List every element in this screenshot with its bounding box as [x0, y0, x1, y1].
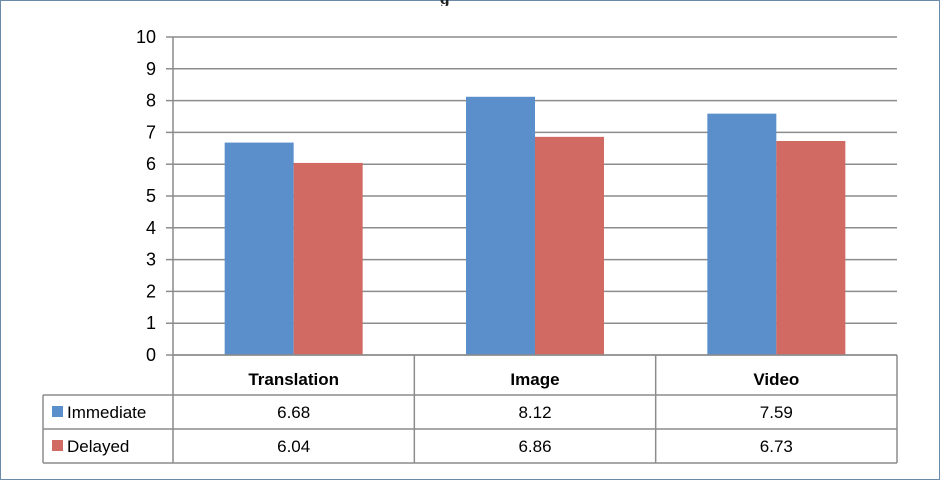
y-tick-label-6: 6 — [146, 154, 156, 174]
category-label-image: Image — [510, 370, 559, 389]
data-label-delayed-image: 6.86 — [518, 437, 551, 456]
data-label-delayed-translation: 6.04 — [277, 437, 310, 456]
bar-delayed-video — [776, 140, 846, 355]
data-label-delayed-video: 6.73 — [760, 437, 793, 456]
y-tick-label-10: 10 — [136, 27, 156, 47]
data-label-immediate-image: 8.12 — [518, 403, 551, 422]
y-tick-label-3: 3 — [146, 250, 156, 270]
y-tick-label-4: 4 — [146, 218, 156, 238]
bar-delayed-translation — [293, 162, 363, 355]
legend-label-delayed: Delayed — [67, 437, 129, 456]
data-label-immediate-translation: 6.68 — [277, 403, 310, 422]
y-tick-label-1: 1 — [146, 313, 156, 333]
chart-title-fragment: g — [440, 0, 500, 6]
bar-immediate-translation — [224, 142, 294, 355]
y-tick-label-8: 8 — [146, 91, 156, 111]
bar-delayed-image — [535, 136, 604, 355]
legend-label-immediate: Immediate — [67, 403, 146, 422]
y-tick-label-5: 5 — [146, 186, 156, 206]
bar-immediate-image — [466, 96, 535, 355]
category-label-translation: Translation — [248, 370, 339, 389]
y-tick-label-2: 2 — [146, 281, 156, 301]
y-tick-label-0: 0 — [146, 345, 156, 365]
bar-immediate-video — [707, 113, 777, 355]
category-label-video: Video — [753, 370, 799, 389]
data-label-immediate-video: 7.59 — [760, 403, 793, 422]
y-tick-label-9: 9 — [146, 59, 156, 79]
y-tick-label-7: 7 — [146, 122, 156, 142]
legend-key-delayed — [52, 440, 63, 451]
legend-key-immediate — [52, 406, 63, 417]
